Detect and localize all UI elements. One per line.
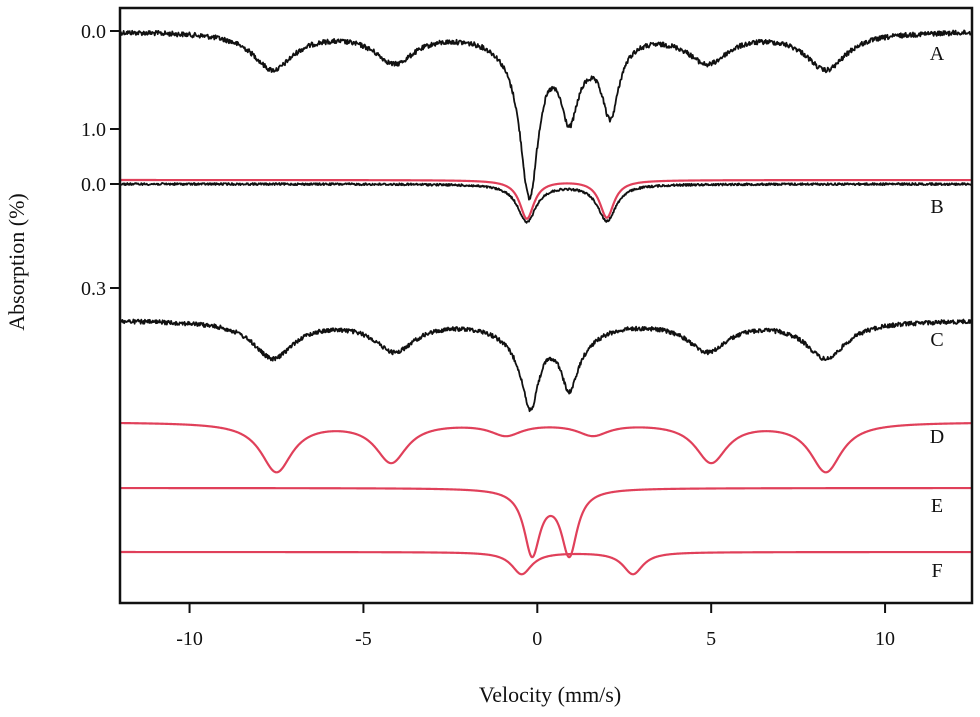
series-a-trace (119, 29, 973, 201)
y-axis-title: Absorption (%) (4, 193, 29, 330)
series-e-trace (120, 486, 972, 559)
x-tick-label: -5 (355, 628, 372, 650)
series-d-trace (119, 421, 973, 474)
series-c-trace (119, 318, 973, 413)
series-b-trace (119, 182, 973, 224)
trace-label-b: B (930, 196, 943, 218)
y-scale-label-a: 1.0 (81, 119, 106, 141)
x-tick-label: 0 (532, 628, 542, 650)
x-tick-label: 10 (875, 628, 895, 650)
trace-label-e: E (931, 495, 943, 517)
trace-label-c: C (930, 329, 943, 351)
trace-label-f: F (931, 560, 942, 582)
y-scale-label-b: 0.3 (81, 278, 106, 300)
y-scale-label-a: 0.0 (81, 21, 106, 43)
trace-label-a: A (930, 43, 945, 65)
trace-label-d: D (930, 426, 944, 448)
x-tick-label: -10 (176, 628, 203, 650)
series-layer (119, 29, 973, 576)
x-tick-label: 5 (706, 628, 716, 650)
y-scale-label-b: 0.0 (81, 174, 106, 196)
x-axis-title: Velocity (mm/s) (479, 682, 621, 707)
series-f-trace (120, 550, 972, 576)
trace-label-layer: A B C D E F (930, 43, 945, 582)
plot-frame (118, 6, 974, 605)
axes: -10 -5 0 5 10 0.0 1.0 0.0 0.3 (81, 6, 974, 650)
series-b-fit-trace (120, 178, 972, 220)
